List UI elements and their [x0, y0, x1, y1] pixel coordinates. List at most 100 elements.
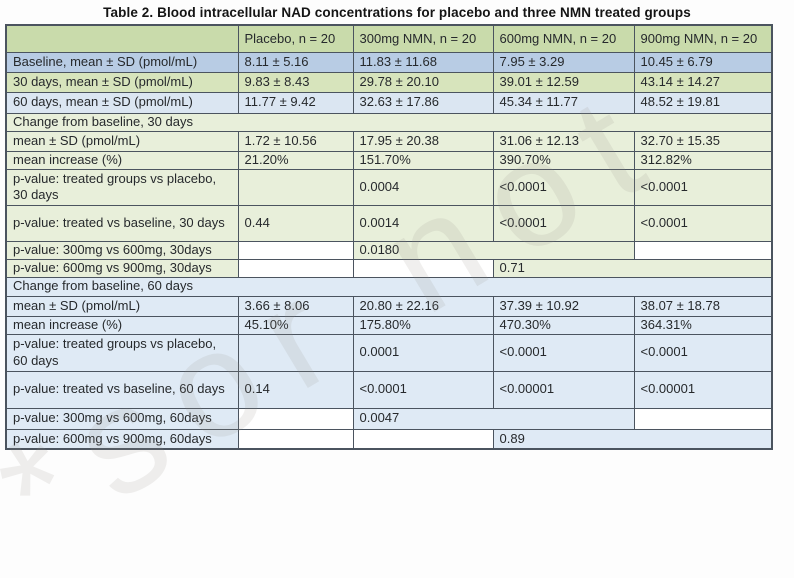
table-row: p-value: treated groups vs placebo, 30 d… — [5, 168, 773, 206]
value-cell: <0.0001 — [492, 204, 635, 242]
table-row: 30 days, mean ± SD (pmol/mL) 9.83 ± 8.43 2… — [5, 71, 773, 93]
empty-cell — [633, 407, 773, 430]
empty-cell — [237, 168, 354, 206]
value-cell: 0.0001 — [352, 333, 494, 372]
section-row: Change from baseline, 30 days — [5, 112, 773, 132]
row-label: mean ± SD (pmol/mL) — [5, 295, 239, 317]
table-row: mean increase (%) 45.10% 175.80% 470.30% 364… — [5, 315, 773, 335]
value-cell: 45.34 ± 11.77 — [492, 91, 635, 114]
column-header: 300mg NMN, n = 20 — [352, 24, 494, 53]
nad-concentrations-table: Placebo, n = 20 300mg NMN, n = 20 600mg NM… — [5, 24, 773, 450]
value-cell: 0.44 — [237, 204, 354, 242]
table-row: mean increase (%) 21.20% 151.70% 390.70% 312… — [5, 150, 773, 170]
row-label: p-value: treated groups vs placebo, 30 d… — [5, 168, 239, 206]
row-label: mean ± SD (pmol/mL) — [5, 130, 239, 152]
empty-cell — [352, 428, 494, 450]
value-cell: 9.83 ± 8.43 — [237, 71, 354, 93]
table-title: Table 2. Blood intracellular NAD concent… — [103, 5, 691, 20]
value-cell: 0.14 — [237, 370, 354, 409]
value-cell: 8.11 ± 5.16 — [237, 51, 354, 73]
empty-cell — [237, 258, 354, 278]
table-row: mean ± SD (pmol/mL) 1.72 ± 10.56 17.95 ± 2… — [5, 130, 773, 152]
table-row: mean ± SD (pmol/mL) 3.66 ± 8.06 20.80 ± 22… — [5, 295, 773, 317]
row-label: p-value: 600mg vs 900mg, 60days — [5, 428, 239, 450]
row-label: 30 days, mean ± SD (pmol/mL) — [5, 71, 239, 93]
value-cell: 312.82% — [633, 150, 773, 170]
value-cell: 45.10% — [237, 315, 354, 335]
merged-pvalue-cell: 0.89 — [492, 428, 773, 450]
empty-cell — [352, 258, 494, 278]
table-header: Placebo, n = 20 300mg NMN, n = 20 600mg NM… — [5, 24, 773, 53]
row-label: p-value: treated vs baseline, 30 days — [5, 204, 239, 242]
column-header: 600mg NMN, n = 20 — [492, 24, 635, 53]
value-cell: <0.0001 — [492, 168, 635, 206]
value-cell: 29.78 ± 20.10 — [352, 71, 494, 93]
table-row: p-value: 300mg vs 600mg, 60days 0.0047 — [5, 407, 773, 430]
row-label: p-value: 300mg vs 600mg, 60days — [5, 407, 239, 430]
table-row: 60 days, mean ± SD (pmol/mL) 11.77 ± 9.42… — [5, 91, 773, 114]
value-cell: 1.72 ± 10.56 — [237, 130, 354, 152]
row-label: p-value: treated groups vs placebo, 60 d… — [5, 333, 239, 372]
table-row: Baseline, mean ± SD (pmol/mL) 8.11 ± 5.16… — [5, 51, 773, 73]
value-cell: 470.30% — [492, 315, 635, 335]
value-cell: 39.01 ± 12.59 — [492, 71, 635, 93]
value-cell: 10.45 ± 6.79 — [633, 51, 773, 73]
empty-cell — [237, 333, 354, 372]
row-label: 60 days, mean ± SD (pmol/mL) — [5, 91, 239, 114]
table-row: p-value: treated vs baseline, 60 days 0.1… — [5, 370, 773, 409]
value-cell: <0.00001 — [633, 370, 773, 409]
value-cell: 0.0004 — [352, 168, 494, 206]
value-cell: 390.70% — [492, 150, 635, 170]
column-header: Placebo, n = 20 — [237, 24, 354, 53]
value-cell: <0.0001 — [633, 204, 773, 242]
table-row: p-value: 600mg vs 900mg, 30days 0.71 — [5, 258, 773, 278]
value-cell: 20.80 ± 22.16 — [352, 295, 494, 317]
empty-cell — [237, 240, 354, 260]
merged-pvalue-cell: 0.71 — [492, 258, 773, 278]
value-cell: 48.52 ± 19.81 — [633, 91, 773, 114]
table-row: p-value: treated groups vs placebo, 60 d… — [5, 333, 773, 372]
row-label: Baseline, mean ± SD (pmol/mL) — [5, 51, 239, 73]
value-cell: <0.0001 — [633, 168, 773, 206]
empty-cell — [633, 240, 773, 260]
value-cell: 38.07 ± 18.78 — [633, 295, 773, 317]
value-cell: 151.70% — [352, 150, 494, 170]
section-row: Change from baseline, 60 days — [5, 276, 773, 297]
page: Table 2. Blood intracellular NAD concent… — [0, 5, 773, 576]
section-label: Change from baseline, 30 days — [5, 112, 773, 132]
value-cell: 21.20% — [237, 150, 354, 170]
value-cell: 43.14 ± 14.27 — [633, 71, 773, 93]
table-row: p-value: treated vs baseline, 30 days 0.4… — [5, 204, 773, 242]
value-cell: 11.77 ± 9.42 — [237, 91, 354, 114]
merged-pvalue-cell: 0.0180 — [352, 240, 635, 260]
column-header: 900mg NMN, n = 20 — [633, 24, 773, 53]
value-cell: <0.0001 — [492, 333, 635, 372]
row-label: mean increase (%) — [5, 150, 239, 170]
empty-cell — [237, 428, 354, 450]
empty-cell — [237, 407, 354, 430]
value-cell: 32.63 ± 17.86 — [352, 91, 494, 114]
value-cell: 37.39 ± 10.92 — [492, 295, 635, 317]
value-cell: 0.0014 — [352, 204, 494, 242]
value-cell: 3.66 ± 8.06 — [237, 295, 354, 317]
value-cell: 17.95 ± 20.38 — [352, 130, 494, 152]
merged-pvalue-cell: 0.0047 — [352, 407, 635, 430]
table-row: p-value: 300mg vs 600mg, 30days 0.0180 — [5, 240, 773, 260]
value-cell: 31.06 ± 12.13 — [492, 130, 635, 152]
value-cell: <0.00001 — [492, 370, 635, 409]
row-label: mean increase (%) — [5, 315, 239, 335]
value-cell: 11.83 ± 11.68 — [352, 51, 494, 73]
row-label: p-value: 300mg vs 600mg, 30days — [5, 240, 239, 260]
row-label: p-value: 600mg vs 900mg, 30days — [5, 258, 239, 278]
header-row: Placebo, n = 20 300mg NMN, n = 20 600mg NM… — [5, 24, 773, 53]
row-label: p-value: treated vs baseline, 60 days — [5, 370, 239, 409]
section-label: Change from baseline, 60 days — [5, 276, 773, 297]
value-cell: 364.31% — [633, 315, 773, 335]
corner-header-cell — [5, 24, 239, 53]
table-body: Baseline, mean ± SD (pmol/mL) 8.11 ± 5.16… — [5, 51, 773, 450]
value-cell: <0.0001 — [352, 370, 494, 409]
value-cell: 175.80% — [352, 315, 494, 335]
value-cell: <0.0001 — [633, 333, 773, 372]
table-row: p-value: 600mg vs 900mg, 60days 0.89 — [5, 428, 773, 450]
value-cell: 32.70 ± 15.35 — [633, 130, 773, 152]
